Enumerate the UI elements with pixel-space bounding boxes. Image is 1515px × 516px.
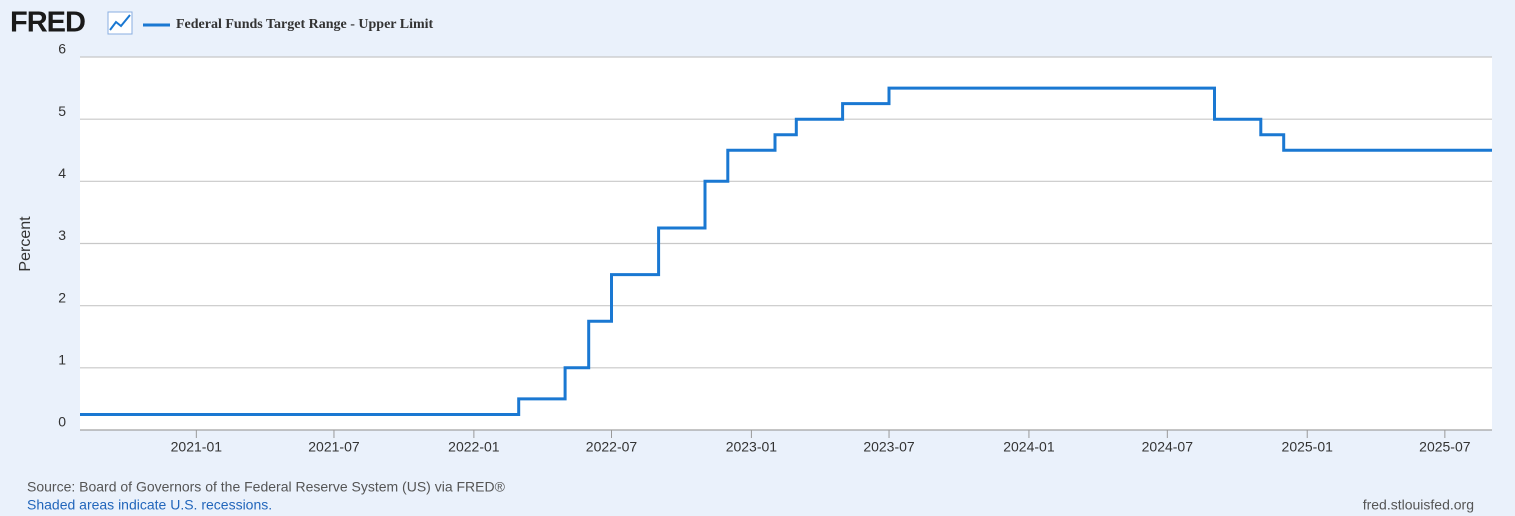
x-tick-label: 2022-07 (586, 439, 638, 455)
x-tick-label: 2024-01 (1003, 439, 1055, 455)
y-tick-label: 6 (58, 41, 66, 57)
x-tick-label: 2021-01 (171, 439, 223, 455)
x-tick-label: 2025-07 (1419, 439, 1471, 455)
site-link[interactable]: fred.stlouisfed.org (1363, 497, 1474, 513)
y-axis-label: Percent (17, 216, 34, 272)
y-tick-label: 0 (58, 414, 66, 430)
x-tick-label: 2023-07 (863, 439, 915, 455)
x-tick-label: 2021-07 (308, 439, 360, 455)
y-tick-label: 3 (58, 227, 66, 243)
y-tick-label: 5 (58, 103, 66, 119)
y-tick-label: 2 (58, 289, 66, 305)
logo[interactable]: FRED (10, 7, 86, 39)
x-tick-label: 2022-01 (448, 439, 500, 455)
x-tick-label: 2025-01 (1282, 439, 1334, 455)
recession-note[interactable]: Shaded areas indicate U.S. recessions. (27, 497, 272, 513)
y-tick-label: 4 (58, 165, 66, 181)
series-line (80, 86, 1492, 416)
legend-label: Federal Funds Target Range - Upper Limit (176, 17, 434, 32)
x-tick-label: 2023-01 (726, 439, 778, 455)
x-tick-label: 2024-07 (1142, 439, 1194, 455)
source: Source: Board of Governors of the Federa… (27, 479, 506, 495)
y-tick-label: 1 (58, 352, 66, 368)
logo-icon (107, 11, 133, 35)
